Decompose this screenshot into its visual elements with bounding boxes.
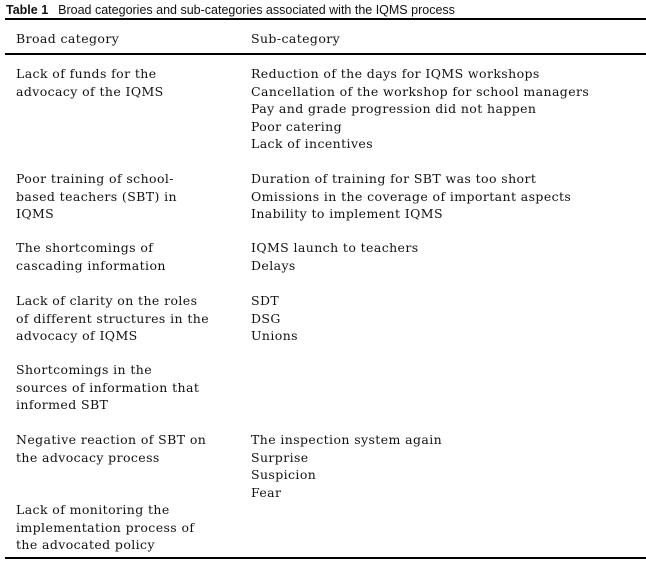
cell-line: cascading information (16, 257, 166, 273)
header-rule (5, 53, 646, 55)
cell-line: The inspection system again (251, 432, 443, 447)
cell-line: Cancellation of the workshop for school … (251, 83, 590, 99)
cell-line: Lack of monitoring the (16, 502, 170, 517)
cell-line: of different structures in the (16, 310, 209, 326)
broad-category-cell: Negative reaction of SBT on the advocacy … (16, 431, 241, 466)
cell-line: Reduction of the days for IQMS workshops (251, 66, 540, 81)
cell-line: Omissions in the coverage of important a… (251, 188, 572, 204)
cell-line: The shortcomings of (16, 240, 154, 255)
broad-category-cell: Lack of monitoring the implementation pro… (16, 501, 241, 554)
cell-line: IQMS launch to teachers (251, 240, 419, 255)
sub-category-cell: Duration of training for SBT was too sho… (251, 170, 646, 223)
cell-line: Shortcomings in the (16, 362, 153, 377)
sub-category-cell: IQMS launch to teachers Delays (251, 239, 646, 274)
cell-line: DSG (251, 310, 281, 326)
sub-category-cell: The inspection system again Surprise Suspi… (251, 431, 646, 501)
cell-line: the advocacy process (16, 449, 160, 465)
sub-category-cell: SDT DSG Unions (251, 292, 646, 345)
cell-line: Suspicion (251, 467, 317, 482)
table-title: Broad categories and sub-categories asso… (58, 3, 455, 17)
cell-line: the advocated policy (16, 537, 155, 552)
cell-line: sources of information that (16, 379, 200, 395)
cell-line: implementation process of (16, 519, 195, 535)
cell-line: Lack of funds for the (16, 66, 157, 81)
cell-line: Inability to implement IQMS (251, 206, 443, 221)
cell-line: Delays (251, 257, 296, 273)
broad-category-cell: The shortcomings of cascading information (16, 239, 241, 274)
table-caption: Table 1 Broad categories and sub-categori… (6, 3, 455, 17)
bottom-rule (5, 557, 646, 559)
cell-line: Fear (251, 484, 282, 500)
cell-line: Surprise (251, 449, 309, 465)
sub-category-cell: Reduction of the days for IQMS workshops… (251, 65, 646, 153)
cell-line: Poor catering (251, 118, 343, 134)
broad-category-cell: Lack of clarity on the roles of different… (16, 292, 241, 345)
cell-line: advocacy of the IQMS (16, 83, 164, 99)
broad-category-cell: Shortcomings in the sources of informatio… (16, 361, 241, 414)
header-broad-category: Broad category (16, 31, 120, 46)
cell-line: Duration of training for SBT was too sho… (251, 171, 537, 186)
broad-category-cell: Lack of funds for the advocacy of the IQM… (16, 65, 241, 100)
cell-line: Pay and grade progression did not happen (251, 101, 537, 116)
header-sub-category: Sub-category (251, 31, 341, 46)
cell-line: SDT (251, 293, 280, 308)
cell-line: Poor training of school- (16, 171, 174, 186)
cell-line: Negative reaction of SBT on (16, 432, 207, 447)
cell-line: Lack of clarity on the roles (16, 293, 198, 308)
cell-line: Lack of incentives (251, 136, 374, 151)
cell-line: Unions (251, 328, 298, 343)
cell-line: advocacy of IQMS (16, 328, 138, 343)
top-rule (5, 18, 646, 20)
cell-line: based teachers (SBT) in (16, 188, 177, 204)
broad-category-cell: Poor training of school-based teachers (… (16, 170, 241, 223)
table-label: Table 1 (6, 3, 49, 17)
cell-line: informed SBT (16, 397, 109, 412)
cell-line: IQMS (16, 206, 55, 221)
